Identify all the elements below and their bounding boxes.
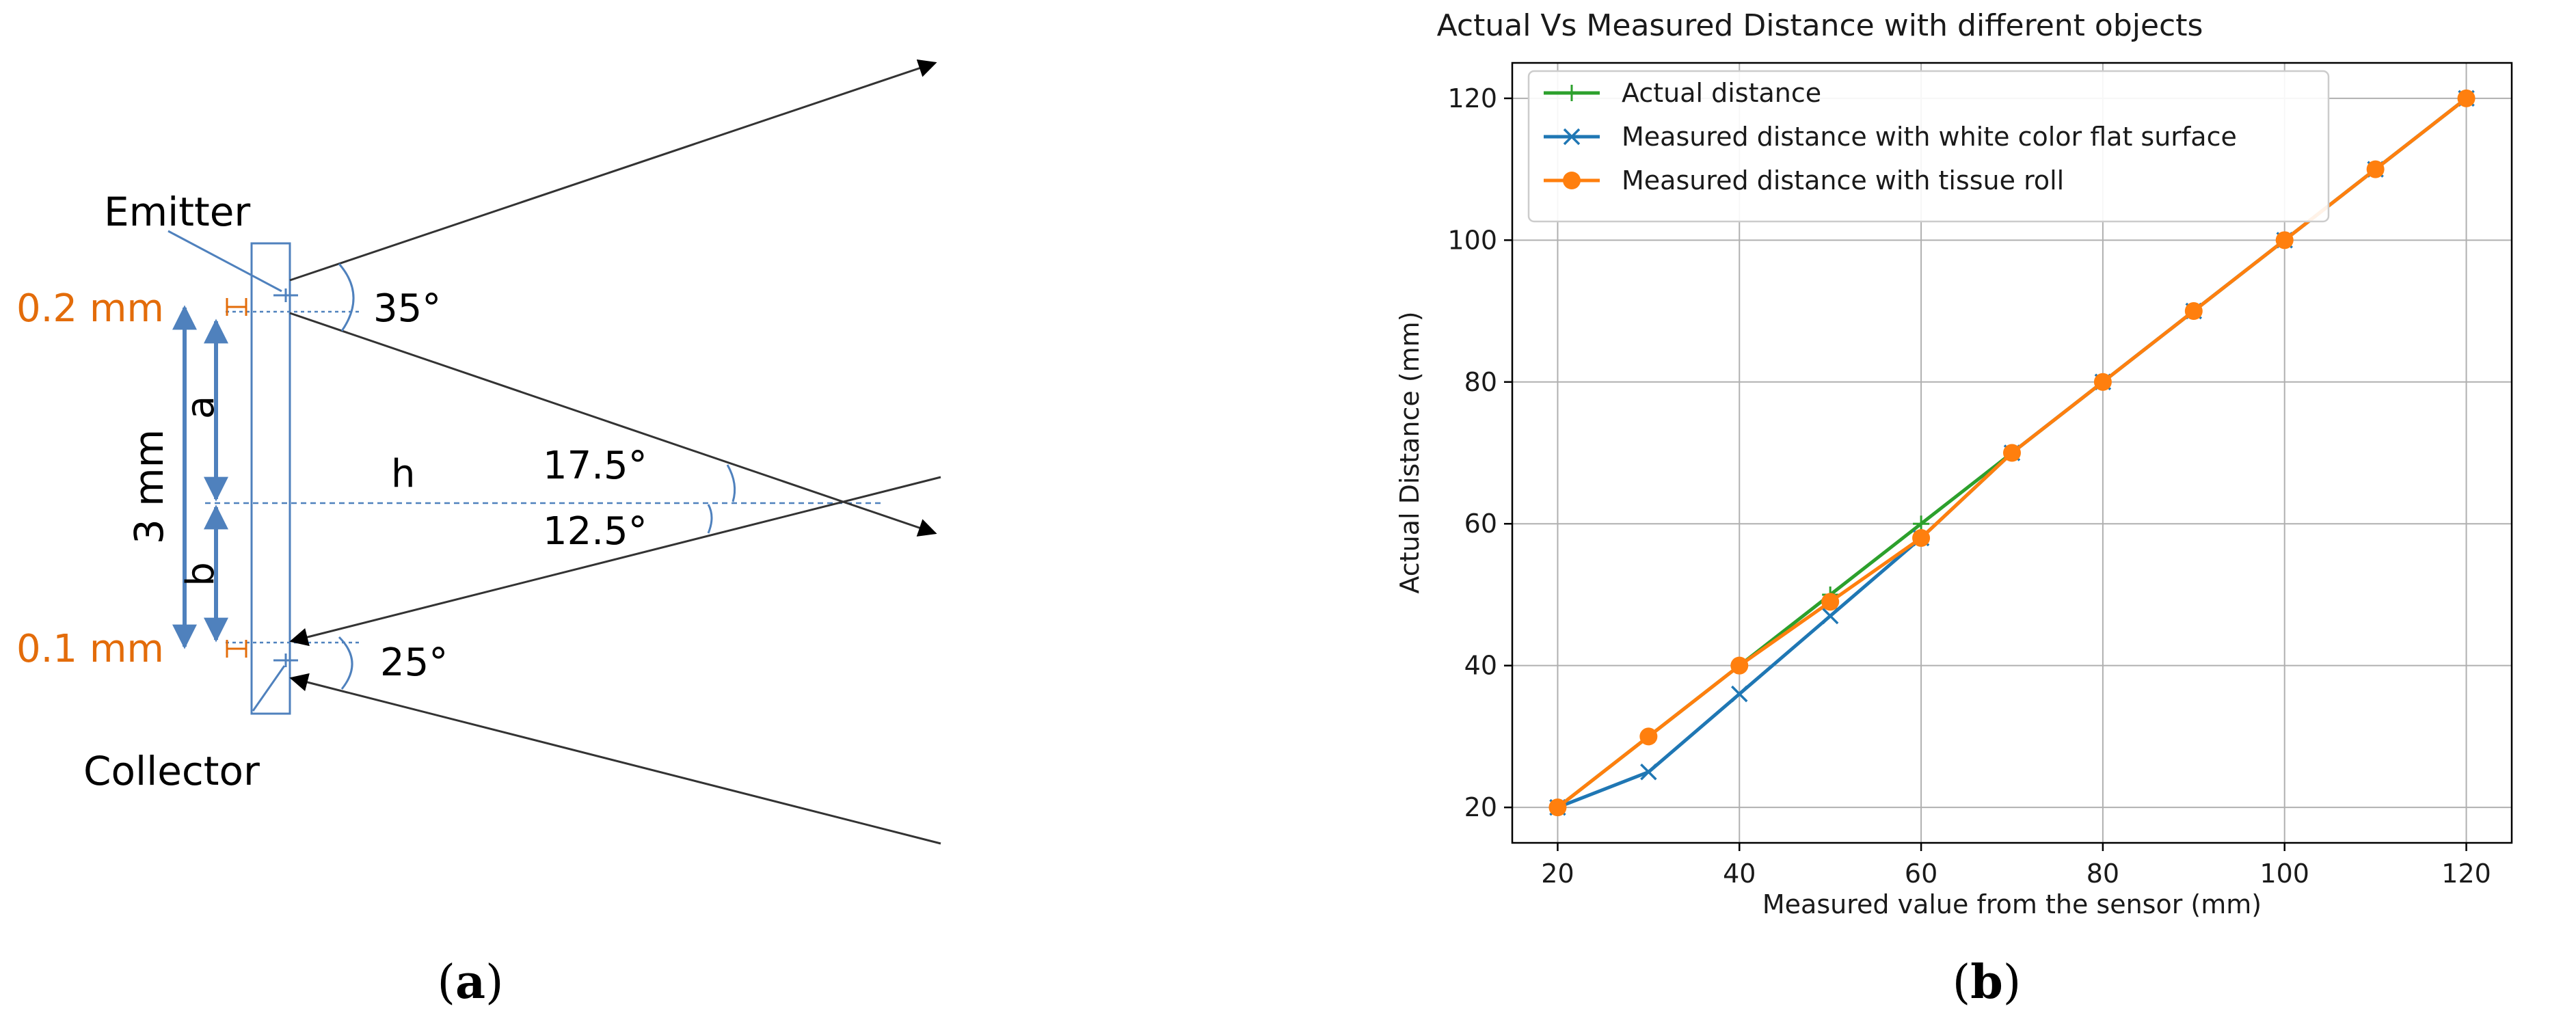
sensor-diagram: Emitter Collector 0.2 mm 0.1 mm 3 mm a b… [16,59,941,845]
data-point-tissue-roll [1821,593,1840,611]
legend-label-tissue-roll: Measured distance with tissue roll [1622,165,2064,196]
y-tick-label: 40 [1464,651,1497,681]
collector-ray-upper [289,476,941,647]
legend-marker-actual [1564,85,1580,101]
lower-half-angle-arc [707,504,713,534]
legend-marker-white-surface [1563,128,1581,146]
caption-a-letter: a [455,955,485,1010]
legend-frame [1527,70,2330,223]
y-tick-label: 80 [1464,367,1497,397]
emitter-leader [167,230,282,293]
chart-legend: Actual distance Measured distance with w… [1527,70,2330,223]
sensor-body [250,242,291,715]
legend-marker-tissue-roll [1563,172,1581,189]
caption-a-open: ( [437,956,455,1010]
caption-a: (a) [437,955,503,1010]
x-tick-label: 60 [1905,859,1937,889]
data-point-white-surface [1640,764,1657,781]
caption-a-close: ) [485,956,504,1010]
collector-ray-lower [289,673,941,845]
upper-half-angle-arc [726,464,736,502]
collector-size-bracket [226,640,247,658]
data-point-tissue-roll [2093,373,2112,391]
upper-half-angle-label: 17.5° [543,444,647,488]
data-point-tissue-roll [2003,444,2021,462]
caption-b-open: ( [1953,956,1971,1010]
data-point-tissue-roll [1639,727,1658,746]
emitter-angle-label: 35° [373,286,441,331]
x-tick-label: 80 [2087,859,2119,889]
data-point-white-surface [1731,685,1748,703]
emitter-label: Emitter [104,189,250,235]
emitter-size-bracket [226,298,247,316]
data-point-tissue-roll [2366,160,2385,178]
collector-label: Collector [83,748,260,794]
emitter-size-label: 0.2 mm [16,286,164,331]
x-tick-label: 120 [2441,859,2491,889]
x-tick-label: 40 [1723,859,1756,889]
x-axis-label: Measured value from the sensor (mm) [1762,889,2262,919]
caption-b-close: ) [2003,956,2022,1010]
caption-b-letter: b [1970,955,2003,1010]
distance-chart: Actual Vs Measured Distance with differe… [1395,8,2513,919]
separation-label: 3 mm [126,429,172,544]
legend-label-actual: Actual distance [1622,78,1821,108]
lower-half-angle-label: 12.5° [543,509,647,554]
distance-a-label: a [178,396,223,419]
collector-angle-arc [338,636,353,690]
emitter-ray-upper [289,59,937,282]
x-tick-label: 20 [1541,859,1574,889]
collector-angle-label: 25° [380,641,448,685]
data-point-tissue-roll [2184,302,2203,321]
data-point-white-surface [1821,607,1839,625]
height-label: h [391,452,416,496]
collector-leader [252,665,286,712]
chart-title: Actual Vs Measured Distance with differe… [1437,8,2203,43]
y-tick-label: 100 [1447,225,1497,255]
collector-size-label: 0.1 mm [16,627,164,671]
y-axis-label: Actual Distance (mm) [1395,311,1425,593]
caption-b: (b) [1953,955,2022,1010]
data-point-tissue-roll [1730,656,1749,675]
emitter-ray-lower [289,312,937,537]
distance-b-label: b [178,562,223,587]
y-tick-label: 120 [1447,83,1497,113]
data-point-tissue-roll [2275,231,2294,250]
y-tick-label: 60 [1464,509,1497,539]
legend-label-white-surface: Measured distance with white color flat … [1622,122,2237,152]
plot-area-frame [1511,62,2513,844]
emitter-angle-arc [338,263,355,332]
data-point-tissue-roll [2457,89,2476,107]
y-tick-label: 20 [1464,792,1497,822]
axis-ticks: 20 40 60 80 100 120 20 40 60 80 100 120 [1447,83,2491,889]
data-point-tissue-roll [1912,528,1931,547]
x-tick-label: 100 [2259,859,2309,889]
data-point-tissue-roll [1548,798,1567,817]
